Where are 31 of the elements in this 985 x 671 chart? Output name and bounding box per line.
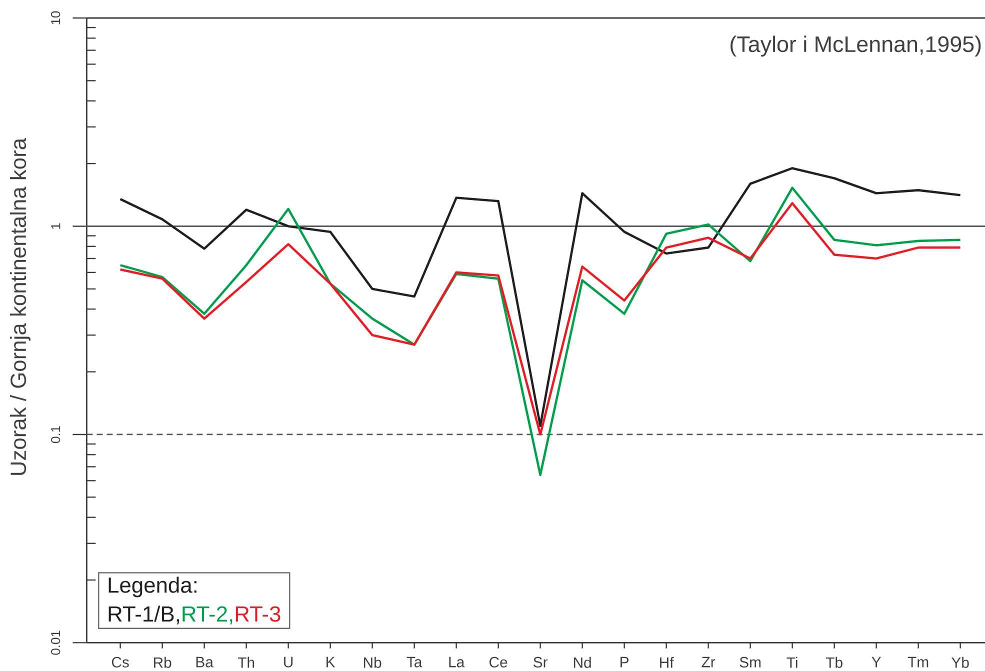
x-tick-label: La [449, 656, 465, 668]
x-tick-label: Th [238, 656, 254, 668]
y-tick-label: 10 [51, 11, 60, 24]
text: RT-2, [182, 606, 232, 624]
x-tick-label: Tb [826, 656, 842, 668]
x-tick-label: K [326, 656, 336, 668]
y-axis-title: Uzorak / Gornja kontinentalna kora [10, 138, 30, 475]
legend-title: Legenda: [108, 576, 196, 598]
x-tick-label: Yb [952, 656, 969, 668]
annotation: (Taylor i McLennan,1995) [730, 36, 981, 57]
x-tick-label: Sm [740, 656, 761, 668]
x-tick-label: Ti [786, 656, 798, 668]
x-tick-label: Ce [490, 656, 508, 668]
text: RT-1/B, [108, 606, 179, 624]
x-tick-label: Zr [702, 656, 716, 668]
x-tick-label: Cs [112, 656, 129, 668]
x-tick-label: Tm [908, 656, 928, 668]
x-tick-label: U [284, 656, 293, 668]
y-tick-label: 0.01 [51, 630, 60, 655]
x-tick-label: Nd [574, 656, 591, 668]
x-tick-label: Sr [534, 656, 548, 668]
x-tick-label: Rb [154, 656, 172, 668]
text: RT-3 [236, 606, 280, 622]
x-tick-label: Y [872, 656, 881, 668]
x-tick-label: Hf [660, 656, 674, 668]
x-tick-label: P [620, 656, 628, 668]
x-tick-label: Nb [364, 656, 382, 668]
x-tick-label: Ta [406, 656, 422, 668]
y-tick-label: 1 [51, 223, 60, 229]
x-tick-label: Ba [196, 656, 214, 668]
y-tick-label: 0.1 [51, 426, 60, 443]
